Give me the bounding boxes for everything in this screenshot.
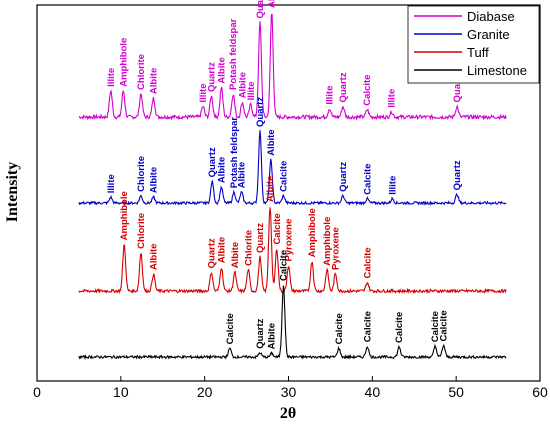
- peak-label-tuff: Quartz: [206, 238, 217, 268]
- peak-label-limestone: Calcite: [334, 313, 345, 344]
- peak-label-granite: Albite: [149, 167, 160, 193]
- peak-label-diabase: Albite: [216, 57, 227, 83]
- peak-label-limestone: Calcite: [439, 310, 450, 341]
- peak-label-tuff: Quartz: [255, 223, 266, 253]
- peak-label-limestone: Calcite: [225, 313, 236, 344]
- series-line-granite: [78, 130, 507, 207]
- y-axis-label: Intensity: [4, 162, 21, 222]
- series-line-diabase: [78, 13, 507, 121]
- x-tick-label: 10: [113, 384, 129, 400]
- peak-label-diabase: Amphibole: [118, 38, 129, 87]
- peak-label-tuff: Amphibole: [119, 191, 130, 240]
- peak-label-diabase: Illite: [246, 81, 257, 100]
- peak-label-tuff: Amphibole: [307, 208, 318, 257]
- peak-label-tuff: Chlorite: [136, 213, 147, 249]
- peak-label-limestone: Calcite: [430, 311, 441, 342]
- peak-label-tuff: Amphibole: [322, 217, 333, 266]
- peak-label-granite: Illite: [387, 176, 398, 195]
- peak-label-diabase: Calcite: [362, 75, 373, 106]
- peak-label-diabase: Quartz: [452, 72, 463, 102]
- legend-label-granite: Granite: [467, 27, 510, 42]
- legend: Diabase Granite Tuff Limestone: [407, 5, 540, 84]
- series-group: [78, 13, 507, 361]
- peak-label-tuff: Calcite: [272, 213, 283, 244]
- peak-label-limestone: Calcite: [394, 312, 405, 343]
- peak-label-limestone: Calcite: [362, 311, 373, 342]
- series-line-tuff: [78, 207, 507, 295]
- x-tick-label: 50: [448, 384, 464, 400]
- legend-label-tuff: Tuff: [467, 45, 489, 60]
- peak-label-diabase: Potash feldspar: [228, 18, 239, 90]
- x-tick-label: 40: [365, 384, 381, 400]
- peak-label-tuff: Albite: [230, 242, 241, 268]
- peak-label-diabase: Albite: [267, 0, 278, 8]
- peak-label-granite: Quartz: [207, 147, 218, 177]
- x-axis-ticks: 0 10 20 30 40 50 60: [33, 376, 548, 400]
- peak-label-granite: Albite: [237, 162, 248, 188]
- peak-label-limestone: Albite: [267, 323, 278, 349]
- peak-label-granite: Chlorite: [136, 156, 147, 192]
- peak-label-tuff: Calcite: [362, 247, 373, 278]
- peak-label-diabase: Quartz: [338, 72, 349, 102]
- peak-label-limestone: Quartz: [255, 318, 266, 348]
- peak-label-tuff: Albite: [149, 244, 160, 270]
- peak-label-granite: Quartz: [338, 161, 349, 191]
- legend-label-limestone: Limestone: [467, 63, 527, 78]
- legend-label-diabase: Diabase: [467, 9, 515, 24]
- x-tick-label: 30: [281, 384, 297, 400]
- peak-label-limestone: Calcite: [279, 250, 290, 281]
- peak-label-granite: Calcite: [279, 161, 290, 192]
- peak-label-tuff: Albite: [216, 237, 227, 263]
- peak-label-diabase: Illite: [106, 68, 117, 87]
- peak-label-tuff: Pyroxene: [330, 227, 341, 270]
- x-tick-label: 20: [197, 384, 213, 400]
- x-tick-label: 60: [532, 384, 548, 400]
- peak-label-granite: Illite: [106, 174, 117, 193]
- peak-label-tuff: Albite: [265, 176, 276, 202]
- peak-label-granite: Albite: [216, 157, 227, 183]
- peak-label-diabase: Chlorite: [136, 54, 147, 90]
- peak-label-granite: Quartz: [255, 97, 266, 127]
- peak-label-diabase: Illite: [387, 89, 398, 108]
- peak-label-tuff: Pyroxene: [284, 219, 295, 262]
- peak-label-diabase: Albite: [149, 68, 160, 94]
- peak-label-diabase: Illite: [325, 86, 336, 105]
- peak-label-diabase: Quartz: [255, 0, 266, 19]
- x-tick-label: 0: [33, 384, 41, 400]
- peak-label-granite: Potash feldspar: [229, 117, 240, 189]
- peak-label-granite: Quartz: [452, 160, 463, 190]
- series-line-limestone: [78, 285, 507, 361]
- peak-label-granite: Calcite: [362, 164, 373, 195]
- peak-label-diabase: Albite: [237, 72, 248, 98]
- peak-labels-group: Illite Amphibole Chlorite Albite IlliteQuart…: [106, 0, 463, 349]
- peak-label-tuff: Chlorite: [243, 230, 254, 266]
- x-axis-label: 2θ: [280, 405, 296, 422]
- peak-label-diabase: Illite: [198, 83, 209, 102]
- peak-label-granite: Albite: [266, 129, 277, 155]
- peak-label-diabase: Quartz: [206, 62, 217, 92]
